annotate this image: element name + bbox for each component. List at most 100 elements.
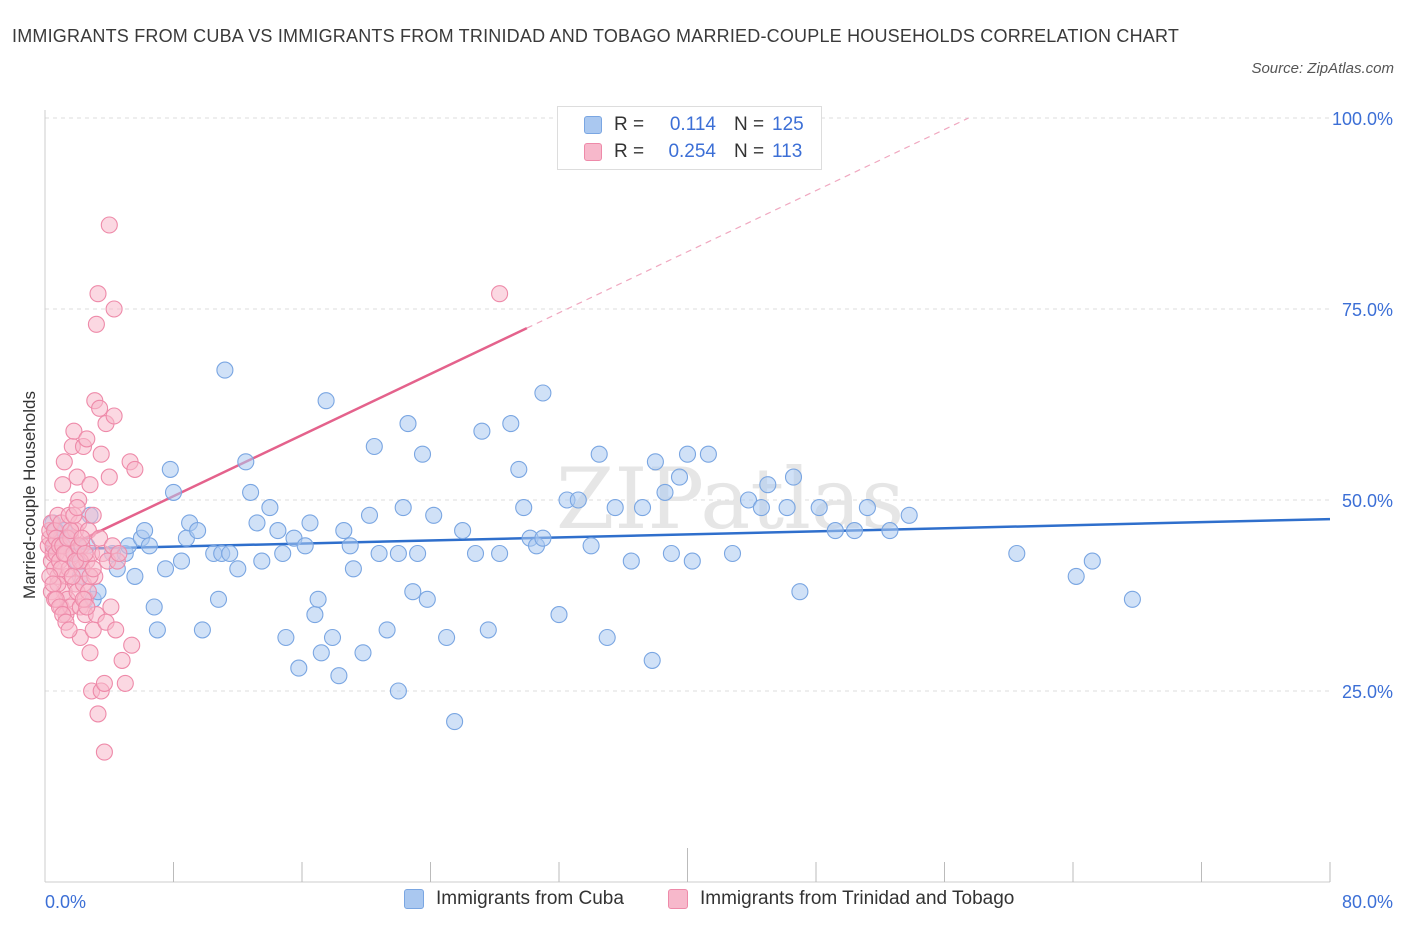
r-value: 0.254 [668,141,716,162]
point-cuba [466,544,485,563]
point-trinidad-tobago [68,499,86,517]
point-cuba [881,522,899,540]
n-value: 125 [772,114,804,135]
point-trinidad-tobago [81,644,99,662]
point-cuba [221,544,239,563]
point-cuba [502,415,520,433]
point-cuba [274,544,292,563]
point-cuba [216,361,234,379]
point-trinidad-tobago [68,468,86,486]
point-cuba [778,499,796,517]
point-cuba [309,590,327,608]
point-cuba [242,483,260,501]
chart-title: IMMIGRANTS FROM CUBA VS IMMIGRANTS FROM … [12,26,1180,46]
point-cuba [752,499,770,517]
point-cuba [1083,552,1101,570]
point-cuba [656,483,674,501]
point-cuba [261,499,279,517]
point-cuba [1067,567,1085,585]
point-cuba [479,621,497,639]
stats-row-trinidad-tobago: R = 0.254 N = 113 [584,140,802,164]
point-cuba [296,537,314,555]
point-cuba [330,667,348,685]
n-label: N = [734,114,765,135]
point-cuba [209,590,228,608]
point-cuba [826,522,844,540]
point-cuba [510,460,528,478]
point-cuba [534,529,552,547]
point-cuba [622,552,640,570]
point-cuba [1008,544,1026,563]
point-cuba [156,560,175,578]
point-cuba [582,537,600,555]
point-trinidad-tobago [95,674,113,692]
point-cuba [723,544,742,563]
trend-line [44,517,1331,551]
legend-item-trinidad-tobago[interactable]: Immigrants from Trinidad and Tobago [668,888,1014,910]
point-trinidad-tobago [84,560,102,578]
point-cuba [378,621,396,639]
point-trinidad-tobago [84,506,102,524]
point-trinidad-tobago [89,705,107,723]
point-cuba [413,445,432,463]
trend-lines [44,117,1331,559]
stats-legend: R = 0.114 N = 125 R = 0.254 N = 113 [557,106,822,170]
point-trinidad-tobago [89,285,107,303]
point-cuba [335,522,353,540]
point-cuba [229,560,247,578]
point-cuba [662,544,680,563]
point-trinidad-tobago [81,476,99,494]
point-cuba [126,567,144,585]
point-cuba [404,583,422,601]
point-cuba [598,628,616,647]
point-cuba [365,437,383,456]
r-label: R = [614,114,645,135]
point-cuba [370,544,388,563]
point-trinidad-tobago [491,285,509,303]
point-cuba [145,598,163,616]
point-trinidad-tobago [116,674,134,692]
point-cuba [606,499,624,517]
point-cuba [317,392,335,410]
point-cuba [253,552,271,570]
stats-row-cuba: R = 0.114 N = 125 [584,113,804,137]
point-trinidad-tobago [100,216,118,234]
point-trinidad-tobago [76,544,94,563]
n-label: N = [734,141,765,162]
point-trinidad-tobago [110,544,128,563]
point-cuba [425,506,443,524]
y-tick-label: 25.0% [1342,682,1393,702]
point-cuba [791,583,809,601]
point-cuba [454,522,472,540]
r-value: 0.114 [669,114,716,135]
legend-label: Immigrants from Cuba [436,888,624,909]
x-tick-label: 80.0% [1342,892,1393,912]
point-cuba [739,491,758,509]
point-cuba [301,514,319,532]
point-trinidad-tobago [95,743,113,761]
point-cuba [670,468,689,486]
point-trinidad-tobago [44,575,62,593]
point-cuba [534,384,552,402]
point-trinidad-tobago [105,300,123,318]
point-trinidad-tobago [126,460,144,478]
point-cuba [290,659,308,677]
trend-line-extension [526,117,969,329]
point-cuba [699,445,717,463]
point-cuba [678,445,697,463]
legend-item-cuba[interactable]: Immigrants from Cuba [404,888,624,910]
point-cuba [193,621,211,639]
point-cuba [900,506,918,524]
y-tick-label: 100.0% [1332,109,1393,129]
point-cuba [277,628,295,647]
point-trinidad-tobago [73,529,91,547]
point-cuba [354,644,372,662]
point-cuba [845,522,864,540]
axes [44,110,1331,883]
point-cuba [590,445,608,463]
point-cuba [1123,590,1141,608]
point-cuba [683,552,701,570]
point-cuba [312,644,330,662]
trinidad-tobago-swatch [668,889,688,909]
point-trinidad-tobago [87,315,105,333]
